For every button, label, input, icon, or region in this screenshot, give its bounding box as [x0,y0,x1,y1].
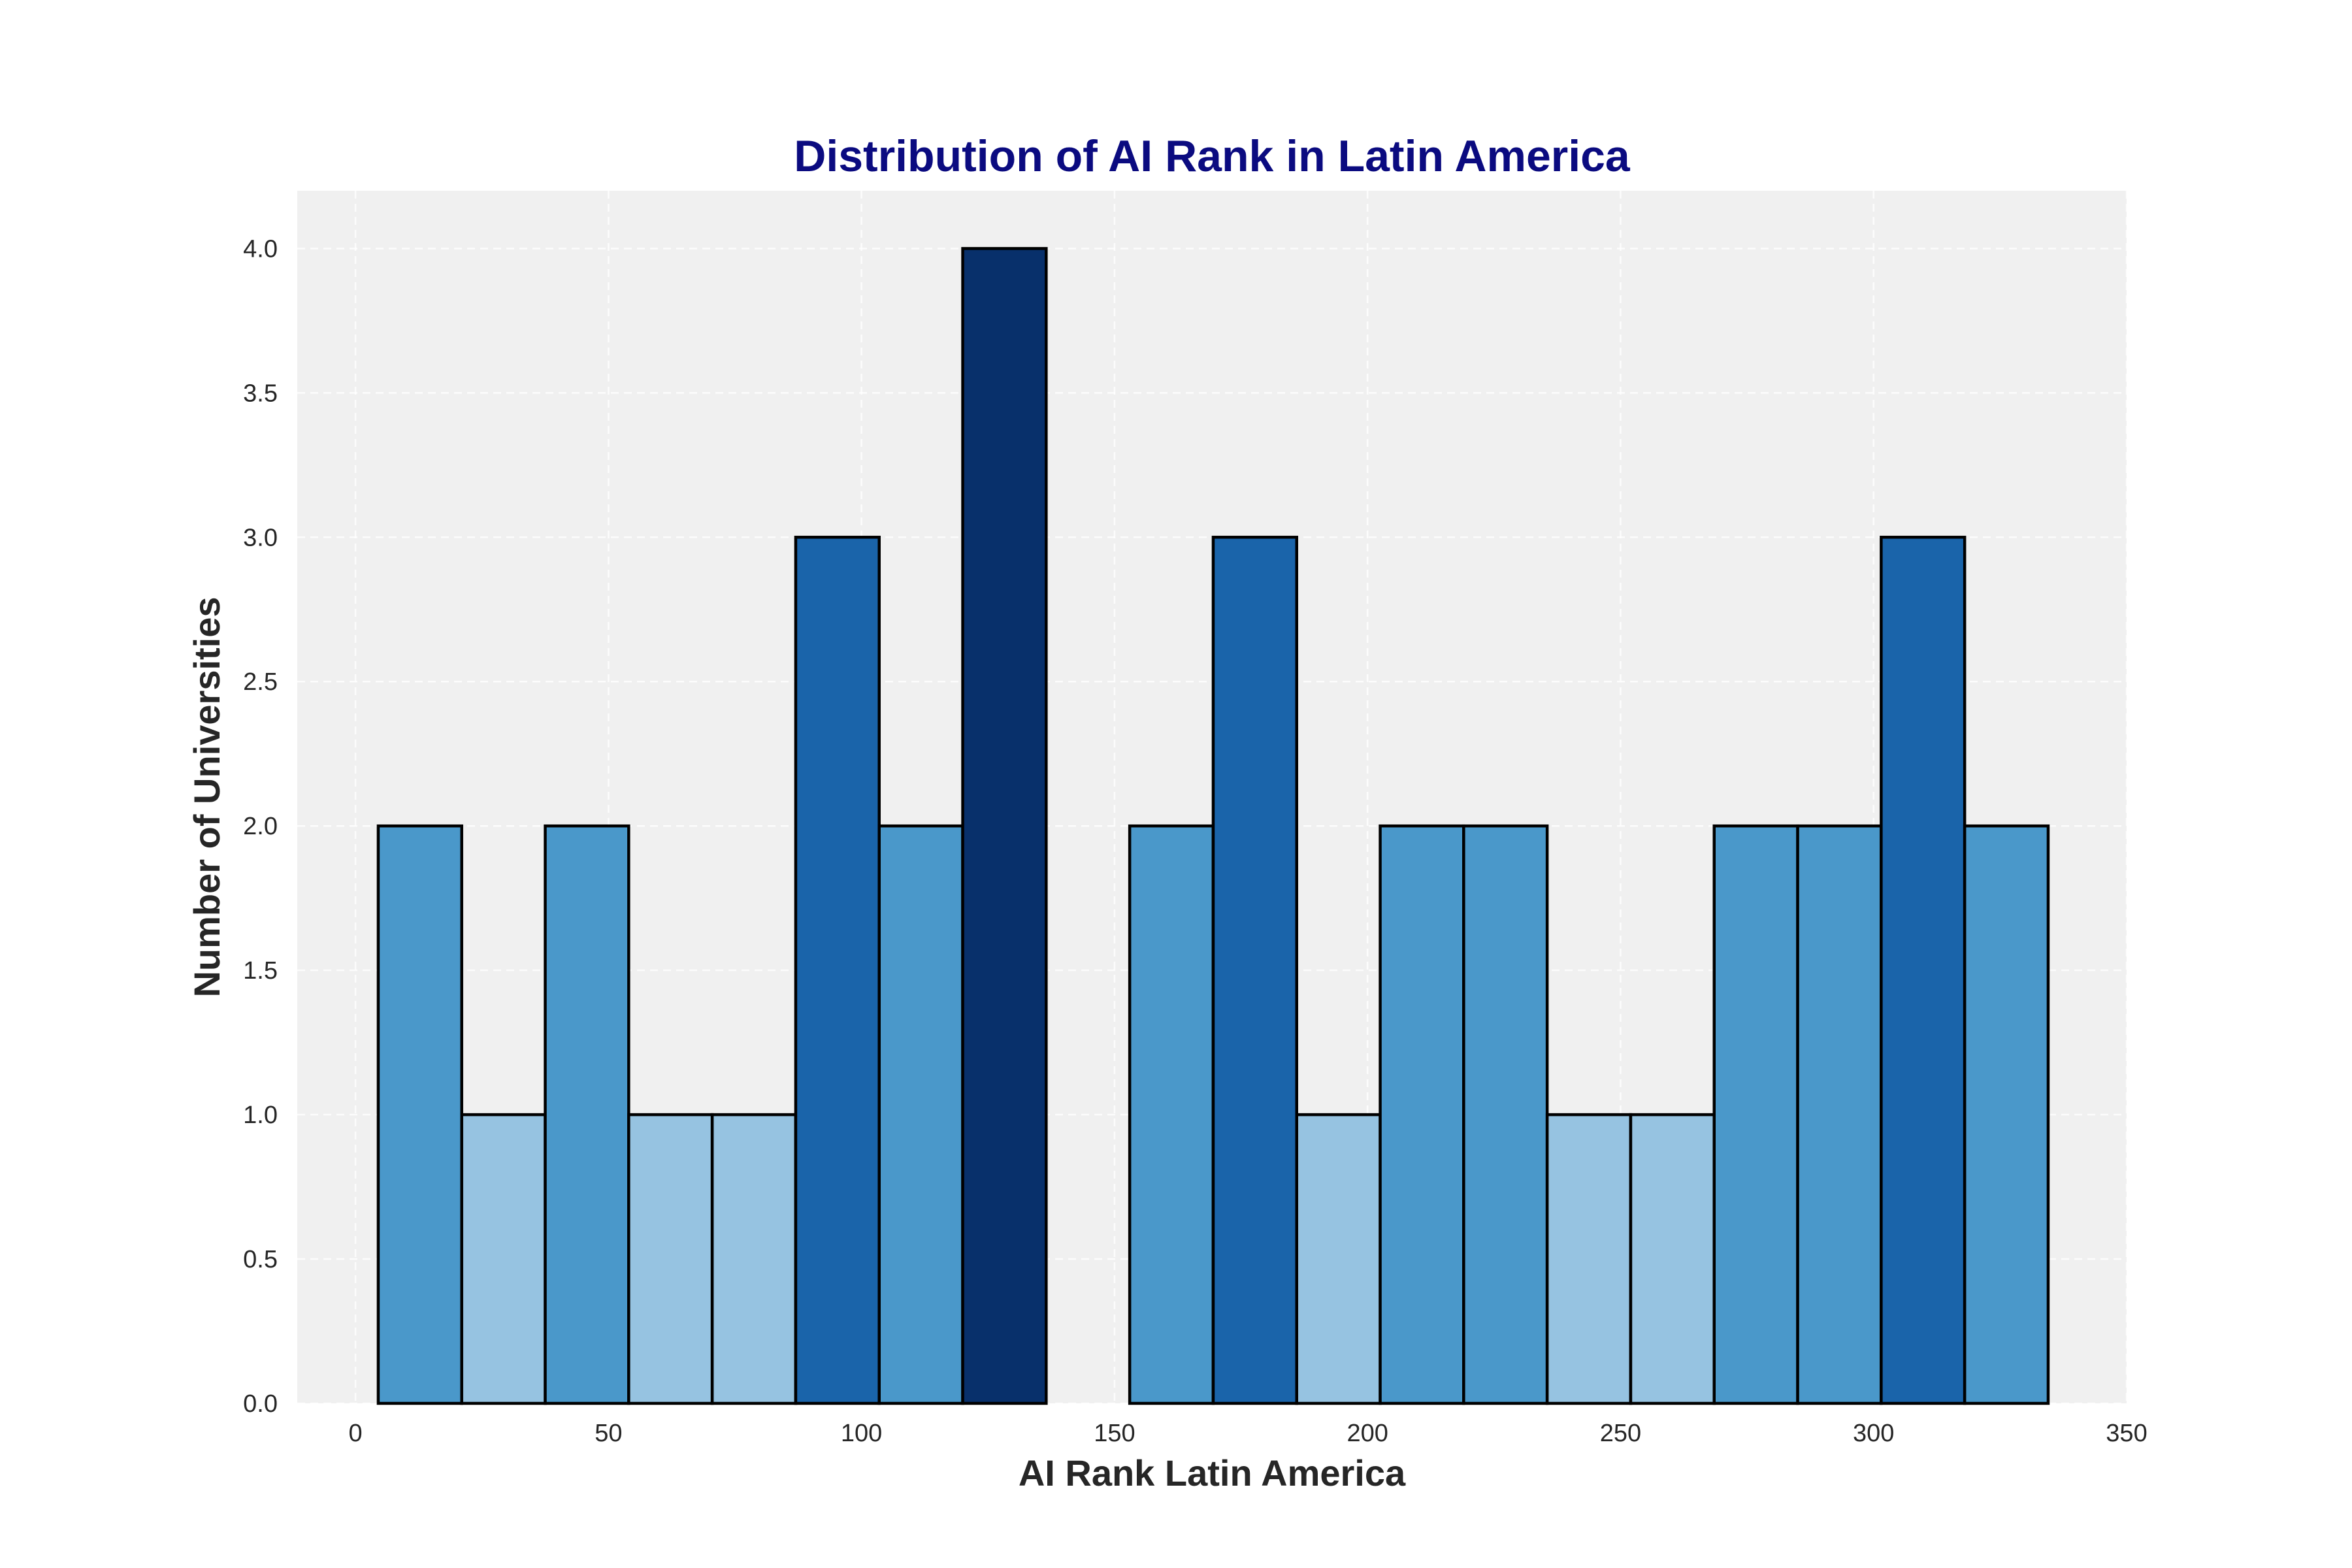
histogram-bar [1963,824,2050,1405]
histogram-bar [794,536,881,1405]
bars-layer [376,247,2050,1405]
histogram-bar [1295,1113,1382,1405]
histogram-bar [961,247,1048,1405]
y-tick-label: 3.0 [243,524,278,551]
x-tick-label: 50 [595,1420,622,1447]
x-tick-label: 200 [1347,1420,1388,1447]
y-tick-labels: 0.0 0.5 1.0 1.5 2.0 2.5 3.0 3.5 4.0 [243,235,278,1418]
histogram-bar [627,1113,714,1405]
histogram-bar [1545,1113,1633,1405]
x-tick-label: 100 [841,1420,882,1447]
histogram-bar [1796,824,1883,1405]
histogram-bar [1629,1113,1716,1405]
histogram-bar [544,824,630,1405]
histogram-bar [877,824,964,1405]
x-tick-label: 300 [1853,1420,1894,1447]
histogram-bar [460,1113,547,1405]
y-tick-label: 1.0 [243,1102,278,1129]
histogram-bar [1880,536,1967,1405]
y-tick-label: 3.5 [243,380,278,407]
histogram-bar [1211,536,1298,1405]
x-axis-label: AI Rank Latin America [1019,1452,1406,1494]
histogram-bar [1462,824,1549,1405]
y-tick-label: 0.0 [243,1390,278,1418]
x-tick-label: 250 [1600,1420,1641,1447]
histogram-bar [710,1113,798,1405]
y-tick-label: 0.5 [243,1246,278,1273]
histogram-bar [1379,824,1465,1405]
y-tick-label: 4.0 [243,235,278,263]
y-tick-label: 2.0 [243,813,278,840]
y-tick-label: 2.5 [243,668,278,696]
histogram-bar [1712,824,1799,1405]
x-tick-labels: 0 50 100 150 200 250 300 350 [349,1420,2148,1447]
y-tick-label: 1.5 [243,957,278,985]
x-tick-label: 350 [2106,1420,2147,1447]
histogram-bar [376,824,463,1405]
chart-title: Distribution of AI Rank in Latin America [794,131,1631,181]
histogram-bar [1128,824,1215,1405]
x-tick-label: 0 [349,1420,363,1447]
y-axis-label: Number of Universities [186,596,227,997]
x-tick-label: 150 [1094,1420,1135,1447]
